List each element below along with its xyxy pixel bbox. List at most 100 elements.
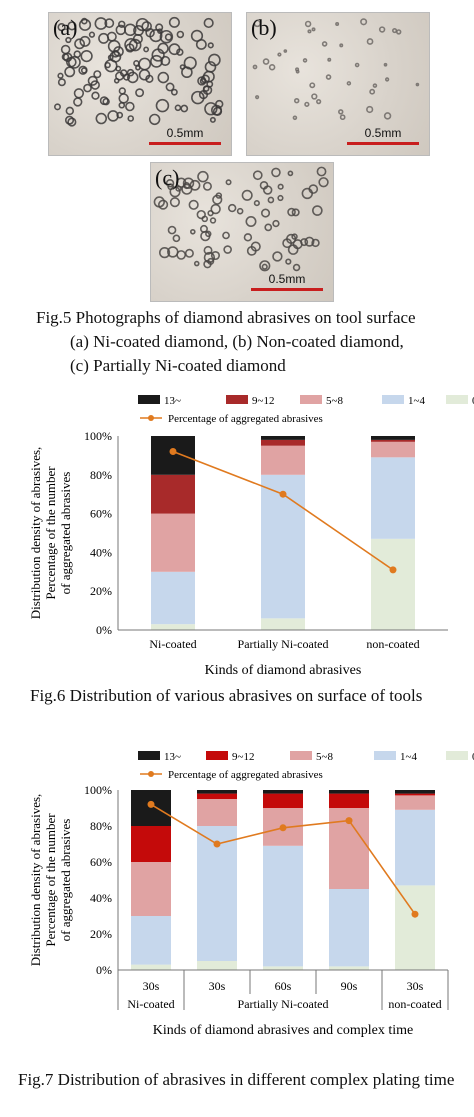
x-tick-label: non-coated: [366, 637, 419, 651]
x-tick-label: 30s: [143, 979, 160, 993]
y-axis-label: Distribution density of abrasives,: [28, 447, 43, 620]
abrasive-grain: [277, 194, 284, 202]
aggregation-point: [389, 566, 397, 574]
abrasive-grain: [80, 49, 93, 63]
abrasive-grain: [300, 238, 309, 247]
abrasive-grain: [73, 88, 85, 99]
legend-label: 9~12: [232, 751, 254, 763]
y-tick-label: 60%: [90, 507, 112, 521]
abrasive-grain: [277, 183, 284, 190]
x-group-label: Ni-coated: [127, 997, 174, 1011]
y-tick-label: 40%: [90, 545, 112, 559]
x-tick-label: Ni-coated: [149, 637, 196, 651]
y-tick-label: 60%: [90, 855, 112, 869]
abrasive-grain: [253, 200, 260, 207]
bar-segment: [197, 793, 237, 799]
abrasive-grain: [111, 49, 120, 58]
abrasive-grain: [246, 245, 257, 256]
abrasive-grain: [104, 18, 115, 29]
abrasive-grain: [133, 25, 145, 36]
abrasive-grain: [168, 16, 180, 28]
abrasive-grain: [339, 43, 344, 48]
photo-a-texture: [54, 16, 224, 127]
abrasive-grain: [190, 228, 196, 235]
bar-segment: [371, 439, 415, 442]
abrasive-grain: [292, 263, 301, 272]
abrasive-grain: [304, 236, 315, 247]
abrasive-grain: [118, 20, 126, 28]
bar-segment: [151, 624, 195, 630]
abrasive-grain: [210, 203, 221, 215]
y-tick-label: 100%: [84, 429, 112, 443]
abrasive-grain: [383, 62, 388, 67]
abrasive-grain: [196, 209, 206, 220]
abrasive-grain: [325, 74, 332, 80]
photo-b-texture: [252, 18, 420, 121]
abrasive-grain: [262, 185, 273, 195]
x-tick-label: Partially Ni-coated: [238, 637, 329, 651]
legend-swatch: [446, 751, 468, 760]
abrasive-grain: [116, 111, 124, 119]
abrasive-grain: [83, 83, 92, 93]
legend-label: 13~: [164, 751, 181, 763]
photo-a-scale-label: 0.5mm: [166, 126, 204, 140]
bar-segment: [131, 862, 171, 916]
abrasive-grain: [159, 29, 174, 44]
abrasive-grain: [203, 17, 214, 29]
abrasive-grain: [277, 52, 282, 57]
legend-swatch: [138, 395, 160, 404]
abrasive-grain: [204, 61, 217, 73]
abrasive-grain: [127, 115, 135, 122]
abrasive-grain: [252, 64, 258, 70]
photo-a-scalebar: 0.5mm: [149, 126, 221, 145]
fig5-caption-line1: Fig.5 Photographs of diamond abrasives o…: [36, 308, 416, 327]
abrasive-grain: [165, 178, 175, 188]
abrasive-grain: [197, 170, 209, 183]
abrasive-grain: [135, 64, 141, 71]
bar-segment: [197, 799, 237, 826]
bar-segment: [261, 618, 305, 630]
abrasive-grain: [311, 93, 318, 100]
abrasive-grain: [255, 95, 260, 100]
bar-segment: [197, 826, 237, 961]
abrasive-grain: [64, 115, 75, 125]
abrasive-grain: [64, 66, 76, 78]
abrasive-grain: [74, 38, 85, 50]
abrasive-grain: [203, 251, 216, 264]
abrasive-grain: [95, 112, 108, 125]
abrasive-grain: [272, 251, 283, 262]
abrasive-grain: [159, 247, 171, 259]
abrasive-grain: [157, 71, 170, 84]
abrasive-grain: [308, 184, 319, 194]
abrasive-grain: [107, 54, 114, 61]
abrasive-grain: [203, 245, 213, 255]
y-tick-label: 80%: [90, 468, 112, 482]
abrasive-grain: [318, 177, 329, 188]
abrasive-grain: [165, 82, 175, 92]
bar-segment: [263, 790, 303, 794]
abrasive-grain: [200, 74, 210, 84]
bar-segment: [371, 538, 415, 630]
abrasive-grain: [135, 17, 150, 32]
y-tick-label: 20%: [90, 927, 112, 941]
abrasive-grain: [143, 46, 150, 53]
abrasive-grain: [261, 263, 268, 270]
bar-segment: [151, 571, 195, 625]
abrasive-grain: [57, 23, 66, 32]
legend-line-marker: [148, 771, 154, 777]
bar-segment: [263, 793, 303, 808]
abrasive-grain: [262, 58, 270, 65]
fig6-caption: Fig.6 Distribution of various abrasives …: [30, 686, 423, 705]
abrasive-grain: [366, 105, 374, 114]
abrasive-grain: [335, 22, 340, 26]
abrasive-grain: [126, 71, 139, 84]
bar-segment: [329, 790, 369, 794]
abrasive-grain: [123, 23, 137, 37]
abrasive-grain: [113, 46, 124, 57]
abrasive-grain: [176, 30, 185, 39]
abrasive-grain: [94, 17, 108, 30]
abrasive-grain: [124, 37, 138, 52]
abrasive-grain: [268, 63, 276, 71]
abrasive-grain: [65, 36, 72, 44]
legend-line-label: Percentage of aggregated abrasives: [168, 413, 323, 425]
